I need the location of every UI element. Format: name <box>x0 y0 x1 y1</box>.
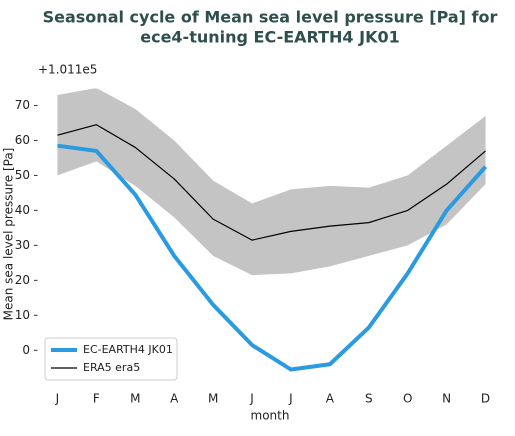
y-tick-label: 20 <box>15 273 30 287</box>
legend-label: ERA5 era5 <box>83 361 140 374</box>
y-tick-label: 0 <box>22 343 30 357</box>
legend-box <box>44 337 178 381</box>
chart-title: Seasonal cycle of Mean sea level pressur… <box>43 8 498 27</box>
x-tick-label: A <box>326 392 335 406</box>
spread-band <box>57 88 486 276</box>
series-line <box>57 124 486 241</box>
x-tick-label: F <box>93 392 100 406</box>
x-tick-label: M <box>130 392 140 406</box>
x-axis-label: month <box>251 409 290 423</box>
y-tick-label: 70 <box>15 98 30 112</box>
legend-label: EC-EARTH4 JK01 <box>83 343 173 356</box>
x-tick-label: O <box>403 392 412 406</box>
x-tick-label: J <box>55 392 60 406</box>
x-tick-label: S <box>365 392 373 406</box>
plot-frame <box>37 87 506 381</box>
x-tick-label: J <box>288 392 293 406</box>
x-tick-label: D <box>481 392 490 406</box>
x-tick-label: N <box>442 392 451 406</box>
chart-title: ece4-tuning EC-EARTH4 JK01 <box>140 28 400 47</box>
y-tick-label: 40 <box>15 203 30 217</box>
x-tick-label: A <box>170 392 179 406</box>
x-tick-label: J <box>249 392 254 406</box>
series-line <box>57 143 488 372</box>
offset-label: +1.011e5 <box>38 63 97 77</box>
x-tick-label: M <box>208 392 218 406</box>
y-tick-label: 10 <box>15 308 30 322</box>
y-tick-label: 60 <box>15 133 30 147</box>
y-tick-label: 30 <box>15 238 30 252</box>
y-axis-label: Mean sea level pressure [Pa] <box>2 148 16 321</box>
y-tick-label: 50 <box>15 168 30 182</box>
